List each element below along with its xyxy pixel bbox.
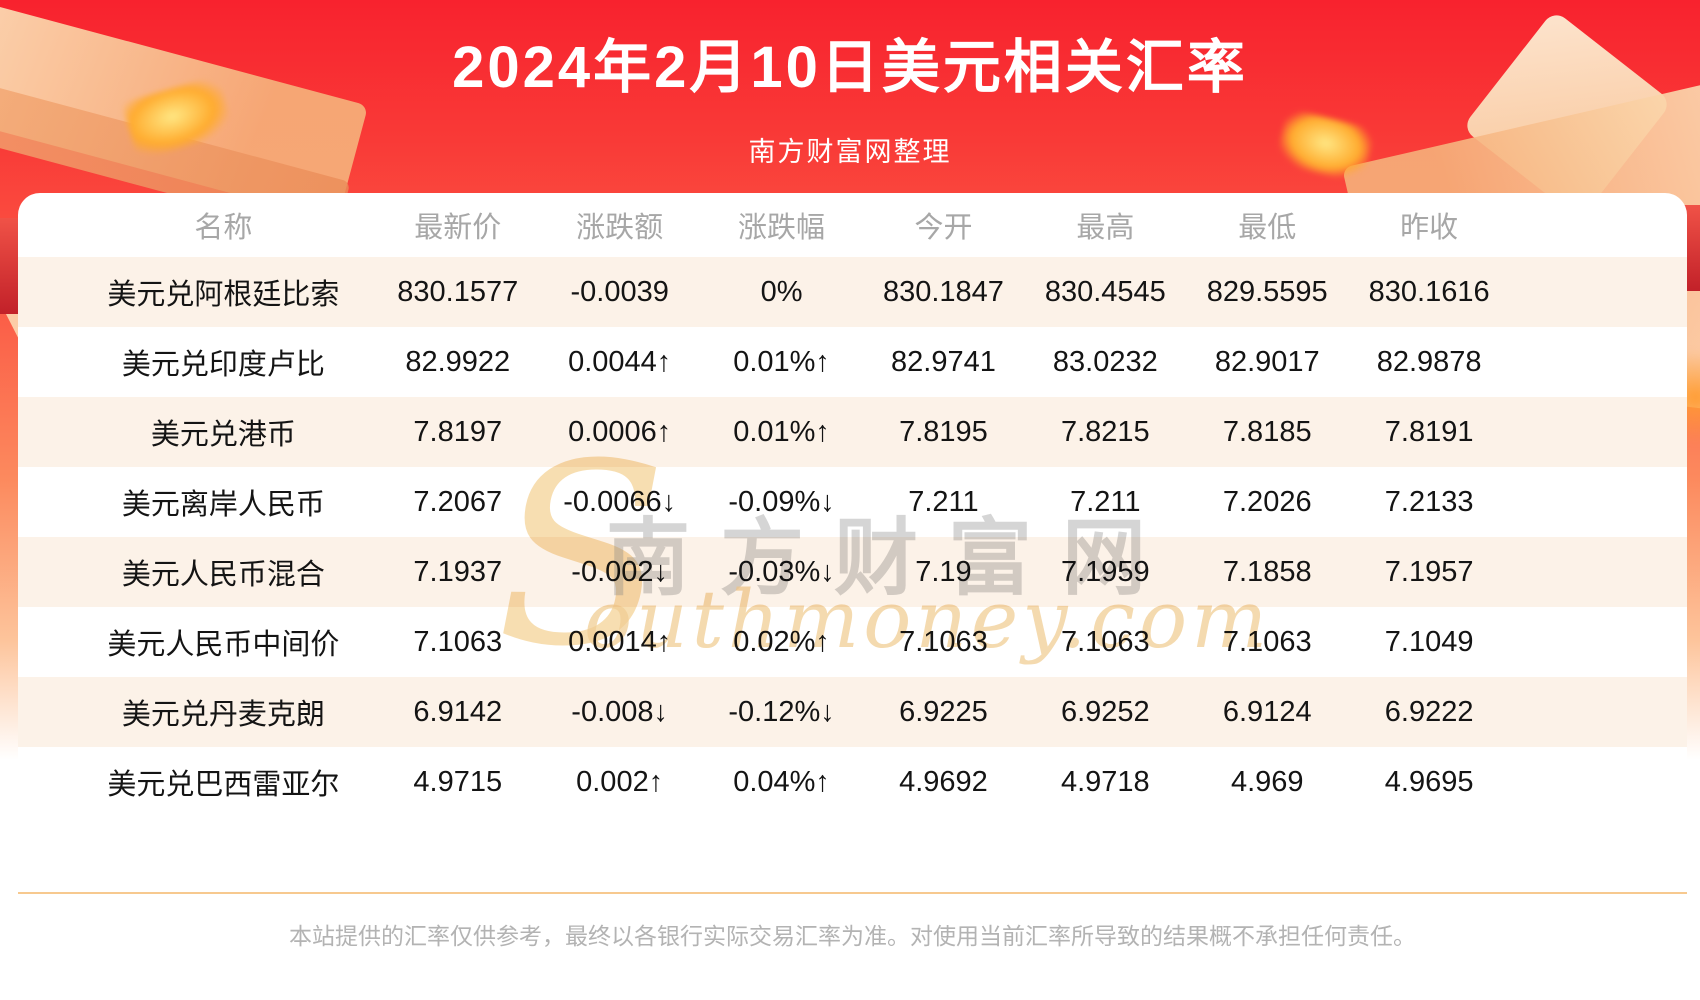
table-row: 美元人民币混合 7.1937 -0.002↓ -0.03%↓ 7.19 7.1959 7.1… xyxy=(18,537,1687,607)
spacer-cell xyxy=(1510,397,1687,467)
table-row: 美元兑巴西雷亚尔 4.9715 0.002↑ 0.04%↑ 4.9692 4.9718 4.… xyxy=(18,747,1687,817)
cell-low: 4.969 xyxy=(1230,765,1304,798)
table-row: 美元兑阿根廷比索 830.1577 -0.0039 0% 830.1847 830.454… xyxy=(18,257,1687,327)
column-header: 名称 xyxy=(194,212,253,244)
cell-name: 美元兑阿根廷比索 xyxy=(107,279,340,311)
cell-low: 7.1858 xyxy=(1222,555,1312,588)
cell-latest: 7.8197 xyxy=(413,415,503,448)
cell-prev_close: 7.8191 xyxy=(1384,415,1474,448)
cell-name: 美元兑港币 xyxy=(150,419,296,451)
disclaimer-text: 本站提供的汇率仅供参考，最终以各银行实际交易汇率为准。对使用当前汇率所导致的结果… xyxy=(289,923,1416,949)
cell-change_pct: -0.12%↓ xyxy=(728,695,835,728)
cell-latest: 7.1063 xyxy=(413,625,503,658)
footer-divider xyxy=(18,892,1687,894)
column-header: 最低 xyxy=(1238,212,1297,244)
spacer-cell xyxy=(1510,467,1687,537)
table-row: 美元兑丹麦克朗 6.9142 -0.008↓ -0.12%↓ 6.9225 6.9252 6… xyxy=(18,677,1687,747)
cell-change: 0.002↑ xyxy=(576,765,664,798)
cell-change: -0.0039 xyxy=(570,275,669,308)
cell-high: 830.4545 xyxy=(1044,275,1166,308)
cell-latest: 82.9922 xyxy=(405,345,511,378)
cell-change_pct: 0% xyxy=(760,275,803,308)
cell-latest: 830.1577 xyxy=(397,275,519,308)
spacer-cell xyxy=(1510,537,1687,607)
spacer-cell xyxy=(1510,747,1687,817)
spacer-cell xyxy=(1510,607,1687,677)
cell-high: 4.9718 xyxy=(1060,765,1150,798)
cell-name: 美元人民币混合 xyxy=(121,559,325,591)
table-row: 美元离岸人民币 7.2067 -0.0066↓ -0.09%↓ 7.211 7.211 7.… xyxy=(18,467,1687,537)
column-header: 涨跌额 xyxy=(576,212,664,244)
cell-prev_close: 7.2133 xyxy=(1384,485,1474,518)
cell-low: 7.1063 xyxy=(1222,625,1312,658)
column-header: 昨收 xyxy=(1400,212,1459,244)
cell-prev_close: 6.9222 xyxy=(1384,695,1474,728)
cell-latest: 7.1937 xyxy=(413,555,503,588)
cell-name: 美元兑印度卢比 xyxy=(121,349,325,381)
cell-change_pct: 0.01%↑ xyxy=(733,415,830,448)
spacer-cell xyxy=(1510,257,1687,327)
red-ribbon-left-icon xyxy=(0,218,22,314)
cell-open: 6.9225 xyxy=(899,695,988,728)
banner: 2024年2月10日美元相关汇率 南方财富网整理 xyxy=(0,0,1700,169)
column-header: 最高 xyxy=(1076,212,1135,244)
column-header: 最新价 xyxy=(414,212,502,244)
spacer-cell xyxy=(1510,327,1687,397)
cell-high: 7.8215 xyxy=(1060,415,1150,448)
column-header: 今开 xyxy=(914,212,973,244)
cell-name: 美元兑巴西雷亚尔 xyxy=(107,769,340,801)
cell-high: 7.211 xyxy=(1070,485,1141,518)
cell-low: 829.5595 xyxy=(1206,275,1328,308)
spacer-cell xyxy=(1510,193,1687,257)
page-subtitle: 南方财富网整理 xyxy=(748,137,952,167)
cell-change: -0.008↓ xyxy=(571,695,669,728)
cell-low: 7.8185 xyxy=(1222,415,1312,448)
cell-prev_close: 830.1616 xyxy=(1368,275,1490,308)
cell-open: 4.9692 xyxy=(899,765,988,798)
table-row: 美元兑印度卢比 82.9922 0.0044↑ 0.01%↑ 82.9741 83.023… xyxy=(18,327,1687,397)
cell-name: 美元人民币中间价 xyxy=(107,629,340,661)
cell-low: 82.9017 xyxy=(1214,345,1320,378)
cell-open: 7.211 xyxy=(908,485,979,518)
cell-prev_close: 7.1049 xyxy=(1384,625,1474,658)
cell-high: 7.1063 xyxy=(1060,625,1150,658)
cell-change_pct: -0.09%↓ xyxy=(728,485,835,518)
cell-change: -0.002↓ xyxy=(571,555,669,588)
cell-change_pct: -0.03%↓ xyxy=(728,555,835,588)
cell-change: 0.0044↑ xyxy=(568,345,672,378)
cell-latest: 7.2067 xyxy=(413,485,503,518)
table-row: 美元兑港币 7.8197 0.0006↑ 0.01%↑ 7.8195 7.8215 7.81… xyxy=(18,397,1687,467)
spacer-cell xyxy=(1510,677,1687,747)
table-header-row: 名称 最新价 涨跌额 涨跌幅 今开 最高 最低 昨收 xyxy=(18,193,1687,257)
rates-table: 名称 最新价 涨跌额 涨跌幅 今开 最高 最低 昨收 美元兑阿根廷比索 830.1577 -0.0… xyxy=(18,193,1687,817)
cell-open: 82.9741 xyxy=(891,345,996,378)
cell-high: 7.1959 xyxy=(1060,555,1150,588)
column-header: 涨跌幅 xyxy=(738,212,826,244)
cell-high: 6.9252 xyxy=(1060,695,1150,728)
cell-prev_close: 82.9878 xyxy=(1376,345,1482,378)
cell-name: 美元离岸人民币 xyxy=(121,489,325,521)
cell-name: 美元兑丹麦克朗 xyxy=(121,699,325,731)
table-row: 美元人民币中间价 7.1063 0.0014↑ 0.02%↑ 7.1063 7.1063 7… xyxy=(18,607,1687,677)
cell-change: 0.0014↑ xyxy=(568,625,672,658)
cell-open: 7.1063 xyxy=(899,625,988,658)
cell-change: 0.0006↑ xyxy=(568,415,672,448)
cell-low: 7.2026 xyxy=(1222,485,1312,518)
cell-latest: 4.9715 xyxy=(413,765,503,798)
cell-change_pct: 0.04%↑ xyxy=(733,765,830,798)
page-title: 2024年2月10日美元相关汇率 xyxy=(452,35,1248,100)
cell-open: 7.19 xyxy=(915,555,972,588)
cell-change: -0.0066↓ xyxy=(563,485,677,518)
cell-prev_close: 4.9695 xyxy=(1384,765,1474,798)
cell-change_pct: 0.01%↑ xyxy=(733,345,830,378)
rates-card: 名称 最新价 涨跌额 涨跌幅 今开 最高 最低 昨收 美元兑阿根廷比索 830.1577 -0.0… xyxy=(18,193,1687,1000)
cell-prev_close: 7.1957 xyxy=(1384,555,1474,588)
cell-open: 830.1847 xyxy=(882,275,1004,308)
cell-latest: 6.9142 xyxy=(413,695,503,728)
cell-open: 7.8195 xyxy=(899,415,988,448)
cell-change_pct: 0.02%↑ xyxy=(733,625,830,658)
cell-high: 83.0232 xyxy=(1052,345,1158,378)
cell-low: 6.9124 xyxy=(1222,695,1312,728)
